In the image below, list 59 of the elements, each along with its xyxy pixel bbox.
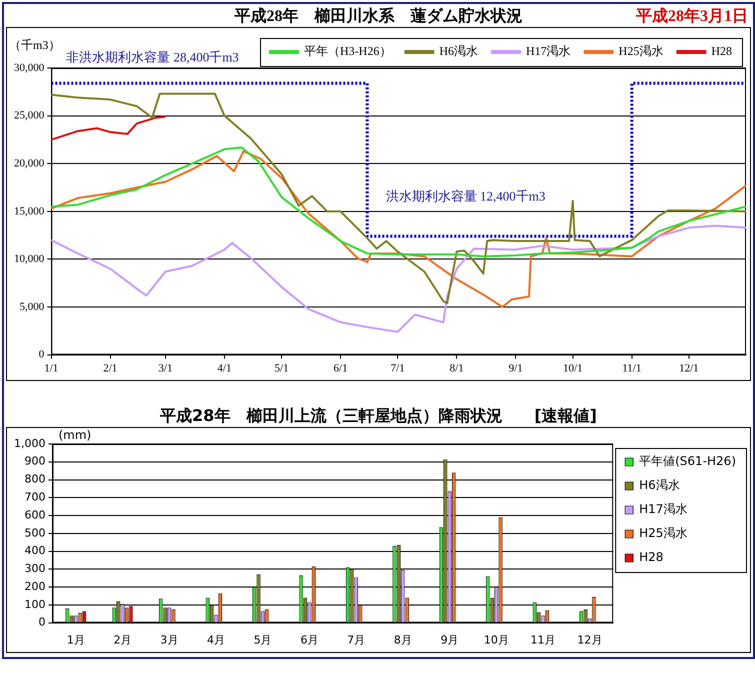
x-tick-label: 11月 <box>530 633 556 646</box>
y-tick-label: 0 <box>38 616 46 629</box>
x-tick-label: 10/1 <box>563 362 583 374</box>
x-tick-label: 12/1 <box>679 362 699 374</box>
legend-label: H28 <box>711 44 732 58</box>
legend-label: H6渇水 <box>439 44 478 58</box>
y-tick-label: 900 <box>24 454 46 468</box>
y-tick-label: 20,000 <box>14 157 45 170</box>
x-tick-label: 8月 <box>394 633 412 646</box>
y-tick-label: 600 <box>24 508 46 522</box>
y-tick-label: 10,000 <box>14 253 45 266</box>
y-tick-label: 400 <box>24 544 46 558</box>
x-tick-label: 9月 <box>440 633 459 646</box>
legend-label: H25渇水 <box>618 44 664 58</box>
legend-label: H17渇水 <box>639 502 688 516</box>
annotation: 洪水期利水容量 12,400千m3 <box>386 188 546 204</box>
y-tick-label: 1,000 <box>14 436 46 450</box>
legend-label: 平年（H3-H26） <box>304 44 392 58</box>
x-tick-label: 9/1 <box>508 362 523 374</box>
chart-title: 平成28年 櫛田川上流（三軒屋地点）降雨状況 [速報値] <box>159 406 598 427</box>
legend-label: H25渇水 <box>639 526 688 540</box>
x-tick-label: 3月 <box>160 633 178 646</box>
legend-label: 平年値(S61-H26) <box>639 454 736 468</box>
y-tick-label: 200 <box>24 580 46 593</box>
y-axis-title: （千m3） <box>9 38 60 52</box>
y-tick-label: 15,000 <box>14 205 45 218</box>
x-tick-label: 3/1 <box>158 362 172 374</box>
legend-label: H6渇水 <box>639 478 680 492</box>
x-tick-label: 11/1 <box>622 362 642 374</box>
text: 非洪水期利水容量 28,400千m3 <box>66 49 239 64</box>
y-tick-label: 0 <box>38 348 45 361</box>
x-tick-label: 2月 <box>114 633 132 646</box>
x-tick-label: 8/1 <box>450 362 464 374</box>
chart-title: 平成28年 櫛田川水系 蓮ダム貯水状況 <box>234 8 522 25</box>
y-axis-title: (mm) <box>58 428 92 442</box>
y-tick-label: 800 <box>24 472 46 486</box>
x-tick-label: 10月 <box>484 633 509 646</box>
x-tick-label: 4月 <box>207 633 226 646</box>
chart-subtitle: 平成28年3月1日 <box>636 6 748 27</box>
legend-label: H28 <box>639 550 664 564</box>
y-tick-label: 5,000 <box>20 300 45 313</box>
y-tick-label: 700 <box>24 490 46 504</box>
x-tick-label: 5月 <box>254 633 272 646</box>
x-tick-label: 7/1 <box>390 362 405 374</box>
x-tick-label: 1/1 <box>44 362 58 374</box>
x-tick-label: 2/1 <box>103 362 118 374</box>
x-tick-label: 5/1 <box>274 362 289 374</box>
y-tick-label: 500 <box>24 526 46 540</box>
x-tick-label: 6月 <box>300 633 318 646</box>
x-tick-label: 12月 <box>577 633 602 646</box>
y-tick-label: 30,000 <box>14 62 45 74</box>
x-tick-label: 4/1 <box>217 362 232 374</box>
legend-label: H17渇水 <box>526 44 571 58</box>
y-tick-label: 300 <box>24 562 46 576</box>
x-tick-label: 6/1 <box>334 362 348 374</box>
y-tick-label: 25,000 <box>14 110 45 122</box>
x-tick-label: 1月 <box>66 633 85 646</box>
x-tick-label: 7月 <box>347 633 366 646</box>
y-tick-label: 100 <box>24 598 46 611</box>
